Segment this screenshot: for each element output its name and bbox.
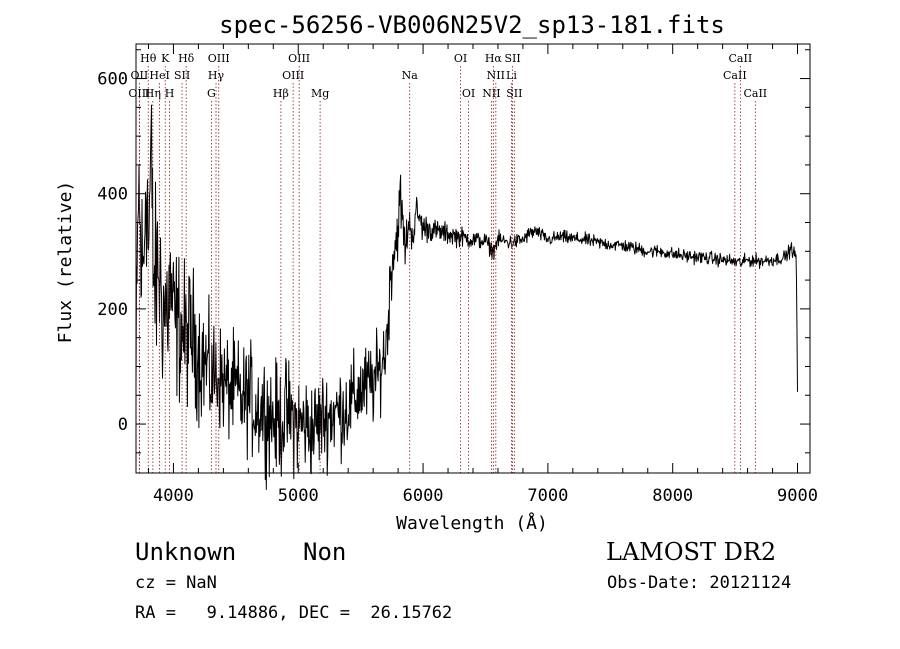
x-axis-label: Wavelength (Å)	[396, 512, 548, 534]
object-class: Unknown	[135, 538, 237, 566]
y-tick-label: 0	[118, 415, 128, 435]
y-axis-label: Flux (relative)	[55, 181, 76, 344]
y-tick-label: 600	[97, 70, 128, 90]
line-label: H	[165, 87, 175, 100]
sky-coordinates: RA = 9.14886, DEC = 26.15762	[135, 603, 453, 623]
line-label: OI	[454, 52, 467, 65]
x-tick-label: 6000	[403, 486, 444, 506]
line-label: OIII	[282, 69, 304, 82]
line-label: NII	[487, 69, 505, 82]
line-label: CaII	[729, 52, 753, 65]
line-label: G	[207, 87, 216, 100]
line-label: CaII	[743, 87, 767, 100]
survey-name: LAMOST DR2	[606, 538, 777, 566]
line-label: Hβ	[273, 87, 289, 100]
line-label: Na	[402, 69, 419, 82]
line-label: Hδ	[178, 52, 195, 65]
line-label: OIII	[208, 52, 230, 65]
line-label: Hη	[145, 87, 161, 100]
line-label: HeI	[149, 69, 169, 82]
line-label: OI	[462, 87, 475, 100]
line-label: Li	[506, 69, 517, 82]
spectrum-line	[135, 104, 798, 490]
y-tick-label: 200	[97, 300, 128, 320]
x-tick-label: 5000	[278, 486, 319, 506]
redshift-cz: cz = NaN	[135, 573, 217, 593]
line-label: SII	[174, 69, 190, 82]
x-tick-label: 7000	[527, 486, 568, 506]
line-label: NII	[482, 87, 500, 100]
line-label: Hθ	[140, 52, 157, 65]
line-label: Hγ	[208, 69, 225, 82]
line-label: Hα	[485, 52, 503, 65]
x-tick-label: 9000	[777, 486, 818, 506]
y-tick-label: 400	[97, 185, 128, 205]
line-label: OIII	[288, 52, 310, 65]
observation-date: Obs-Date: 20121124	[607, 573, 792, 593]
x-tick-label: 4000	[153, 486, 194, 506]
chart-title: spec-56256-VB006N25V2_sp13-181.fits	[219, 11, 725, 39]
line-label: K	[161, 52, 170, 65]
line-label: CaII	[723, 69, 747, 82]
line-label: SII	[506, 87, 522, 100]
line-label: OII	[131, 69, 149, 82]
line-label: Mg	[311, 87, 329, 100]
line-label: OIII	[128, 87, 150, 100]
x-tick-label: 8000	[652, 486, 693, 506]
object-subclass: Non	[303, 538, 347, 566]
line-label: SII	[504, 52, 520, 65]
